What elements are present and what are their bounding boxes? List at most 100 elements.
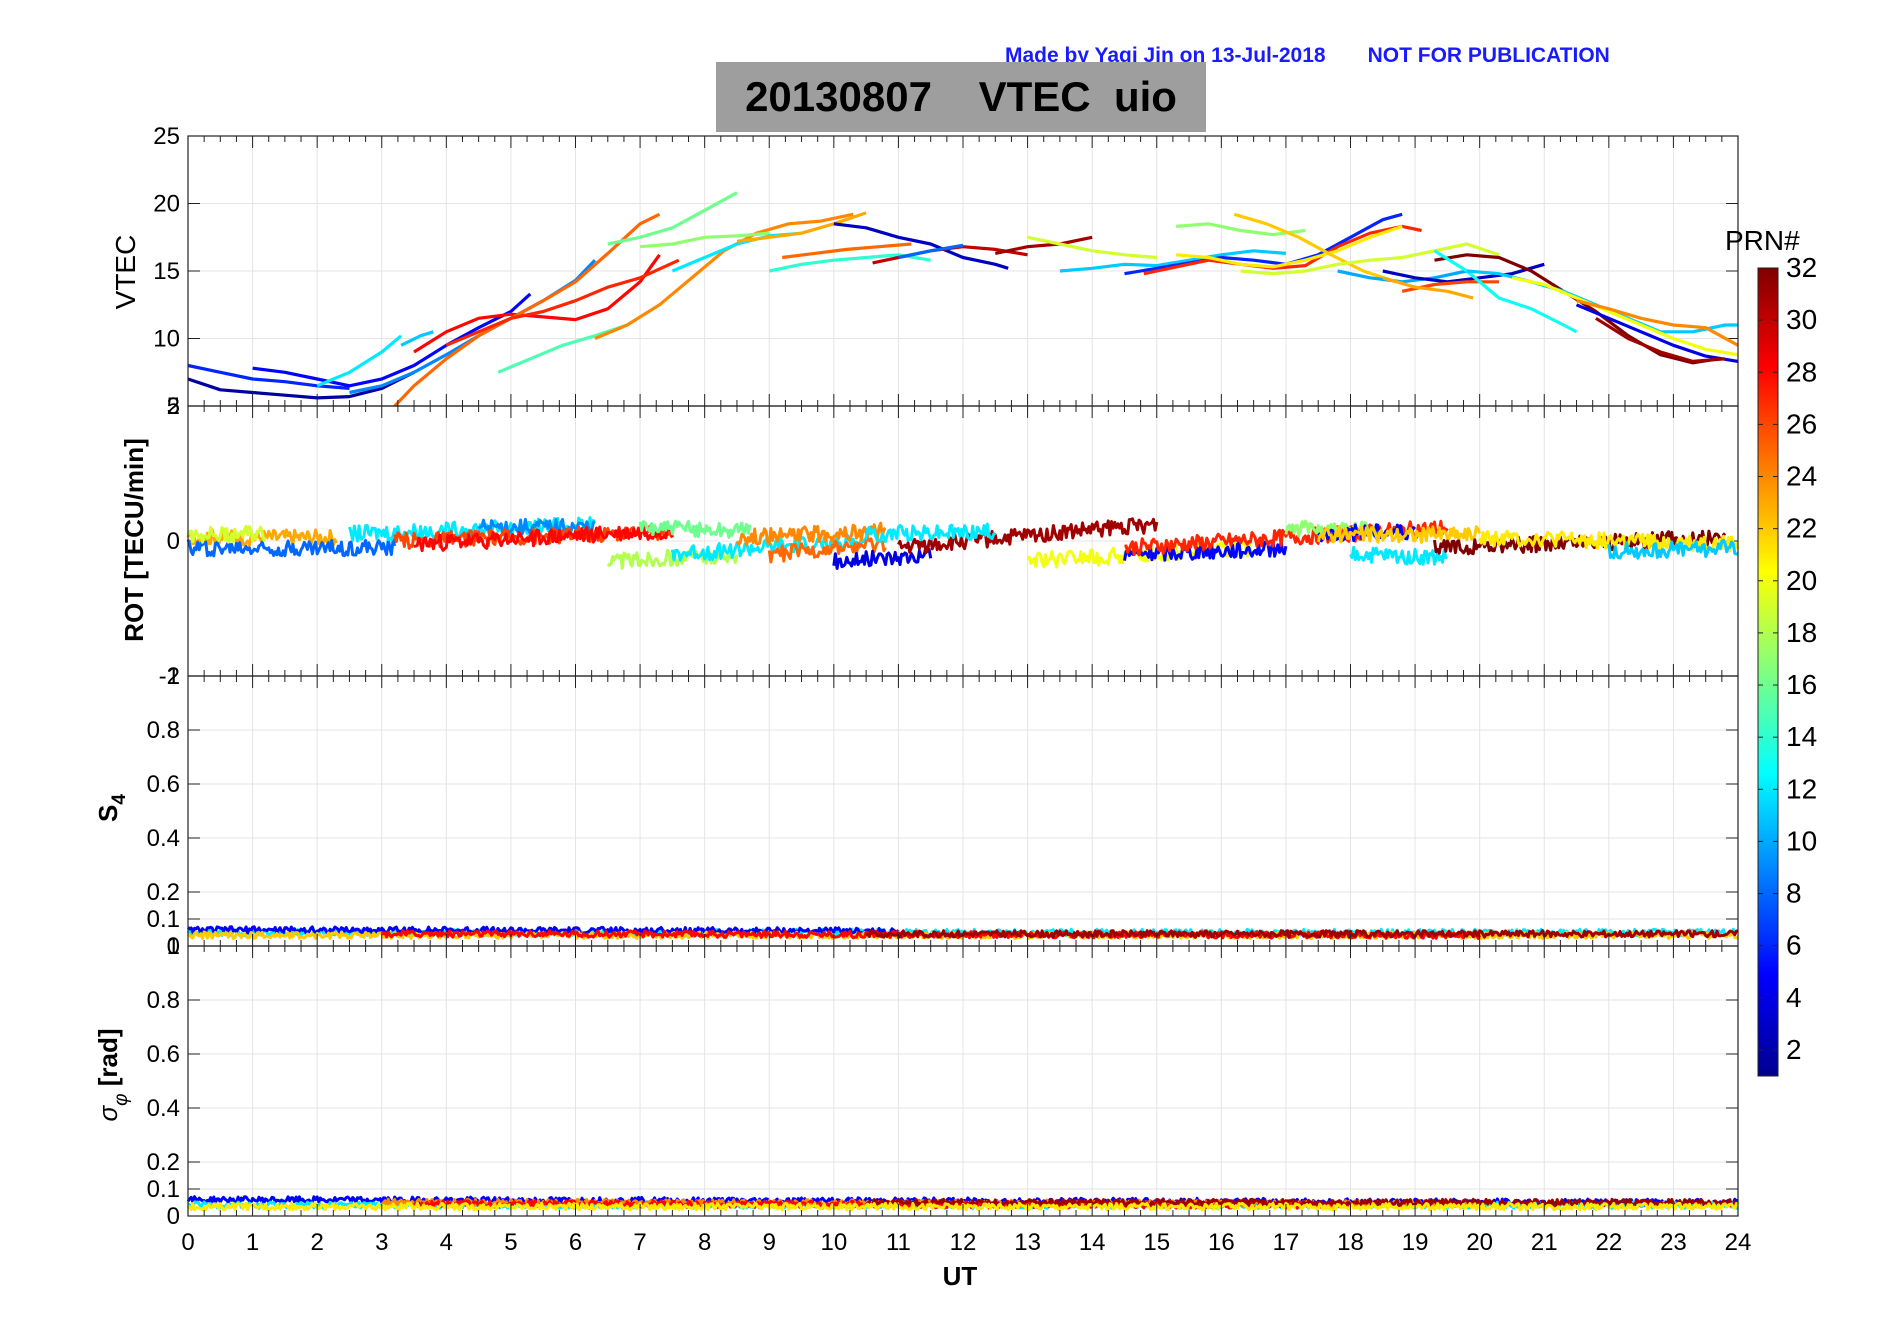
y-tick-label: 2	[167, 393, 180, 420]
series-line-prn-12	[316, 334, 403, 388]
series-line-prn-22	[1316, 525, 1482, 544]
colorbar-scale	[1757, 267, 1779, 1077]
series-line-prn-23	[1382, 276, 1474, 300]
x-tick-label: 7	[633, 1229, 646, 1256]
colorbar-tick-label: 18	[1786, 617, 1817, 648]
series-line-prn-28	[413, 523, 674, 553]
y-tick-label: 0.1	[147, 906, 180, 933]
x-tick-label: 22	[1595, 1229, 1622, 1256]
y-tick-label: 0.1	[147, 1176, 180, 1203]
series-line-prn-11	[1607, 538, 1739, 560]
x-tick-label: 1	[246, 1229, 259, 1256]
series-line-prn-11	[1059, 249, 1287, 273]
y-tick-label: 0.6	[147, 771, 180, 798]
s4-panel: 00.10.2 0.4 0.6 0.8 1	[147, 663, 1739, 960]
series-line-prn-6	[187, 363, 350, 390]
series-line-prn-23	[736, 211, 867, 243]
y-axis-labels: VTEC ROT [TECU/min] S4 σφ [rad]	[93, 235, 149, 1122]
x-tick-label: 6	[569, 1229, 582, 1256]
series-line-prn-17	[1284, 519, 1385, 538]
colorbar-tick-label: 20	[1786, 565, 1817, 596]
series-line-prn-9	[349, 259, 597, 395]
series-line-prn-25	[781, 242, 912, 260]
x-tick-label: 8	[698, 1229, 711, 1256]
y-tick-label: 0.4	[147, 825, 180, 852]
colorbar-tick-label: 6	[1786, 930, 1802, 961]
colorbar-tick-label: 8	[1786, 878, 1802, 909]
colorbar-tick-label: 32	[1786, 252, 1817, 283]
series-line-prn-31	[897, 517, 1159, 555]
series-line-prn-19	[1027, 235, 1157, 260]
title-box: 20130807 VTEC uio	[716, 62, 1206, 132]
x-tick-label: 10	[820, 1229, 847, 1256]
vtec-panel: 5 10 15 20 25	[153, 123, 1739, 420]
series-line-prn-5	[252, 292, 532, 388]
x-tick-label: 24	[1725, 1229, 1752, 1256]
colorbar-tick-label: 26	[1786, 408, 1817, 439]
series-line-prn-18	[606, 545, 739, 570]
y-tick-label: -2	[159, 663, 180, 690]
series-line-prn-6	[1124, 212, 1403, 276]
credit-author: Made by Yaqi Jin on 13-Jul-2018	[1005, 44, 1326, 67]
series-line-prn-12	[864, 522, 996, 544]
rot-ylabel: ROT [TECU/min]	[119, 438, 149, 642]
x-tick-label: 5	[504, 1229, 517, 1256]
y-tick-label: 0.6	[147, 1041, 180, 1068]
x-tick-label: 13	[1014, 1229, 1041, 1256]
x-tick-label: 9	[763, 1229, 776, 1256]
x-axis-label: UT	[943, 1261, 978, 1291]
series-line-prn-16	[607, 191, 738, 246]
series-line-prn-11	[400, 330, 434, 347]
x-tick-label: 20	[1466, 1229, 1493, 1256]
x-tick-label: 23	[1660, 1229, 1687, 1256]
series-line-prn-25	[767, 536, 887, 564]
series-line-prn-3	[1382, 262, 1545, 284]
series-line-prn-28	[413, 253, 661, 354]
x-tick-label: 19	[1402, 1229, 1429, 1256]
series-line-prn-17	[639, 231, 770, 249]
series-line-prn-25	[393, 212, 661, 408]
colorbar-label: PRN#	[1725, 225, 1800, 256]
y-tick-label: 0.4	[147, 1095, 180, 1122]
x-tick-label: 4	[440, 1229, 453, 1256]
series-line-prn-12	[1349, 545, 1449, 566]
x-tick-label: 12	[950, 1229, 977, 1256]
y-tick-label: 0.2	[147, 1149, 180, 1176]
colorbar-tick-label: 22	[1786, 513, 1817, 544]
y-tick-label: 0.8	[147, 717, 180, 744]
y-tick-label: 1	[167, 663, 180, 690]
credit-line: Made by Yaqi Jin on 13-Jul-2018 NOT FOR P…	[1005, 44, 1610, 68]
series-line-prn-31	[865, 929, 1739, 939]
series-line-prn-16	[638, 519, 752, 539]
series-line-prn-9	[477, 517, 596, 537]
series-line-prn-24	[735, 521, 887, 547]
x-tick-label: 3	[375, 1229, 388, 1256]
series-line-prn-31	[865, 1197, 1739, 1208]
series-line-prn-24	[1576, 299, 1739, 347]
series-line-prn-13	[1433, 249, 1578, 334]
series-line-prn-19	[186, 524, 267, 544]
series-line-prn-27	[1143, 224, 1422, 276]
sigma-phi-panel: 00.10.20.40.60.81	[147, 933, 1739, 1230]
series-line-prn-4	[832, 545, 933, 570]
y-tick-label: 10	[153, 326, 180, 353]
colorbar-tick-label: 24	[1786, 461, 1817, 492]
series-line-prn-4	[1575, 303, 1739, 363]
colorbar-tick-label: 14	[1786, 721, 1817, 752]
x-tick-label: 2	[310, 1229, 323, 1256]
x-tick-label: 18	[1337, 1229, 1364, 1256]
colorbar-tick-label: 30	[1786, 304, 1817, 335]
colorbar-tick-label: 2	[1786, 1034, 1802, 1065]
y-tick-label: 0	[167, 528, 180, 555]
x-tick-label: 11	[886, 1229, 911, 1256]
colorbar: PRN#	[1725, 225, 1800, 1077]
colorbar-tick-label: 16	[1786, 669, 1817, 700]
series-line-prn-27	[445, 258, 680, 347]
series-line-prn-2	[187, 370, 415, 400]
series-line-prn-31	[1595, 316, 1726, 363]
rot-panel: -2 0 2	[159, 393, 1740, 690]
y-tick-label: 25	[153, 123, 180, 150]
x-tick-label: 15	[1143, 1229, 1170, 1256]
s4-ylabel: S4	[93, 794, 130, 822]
